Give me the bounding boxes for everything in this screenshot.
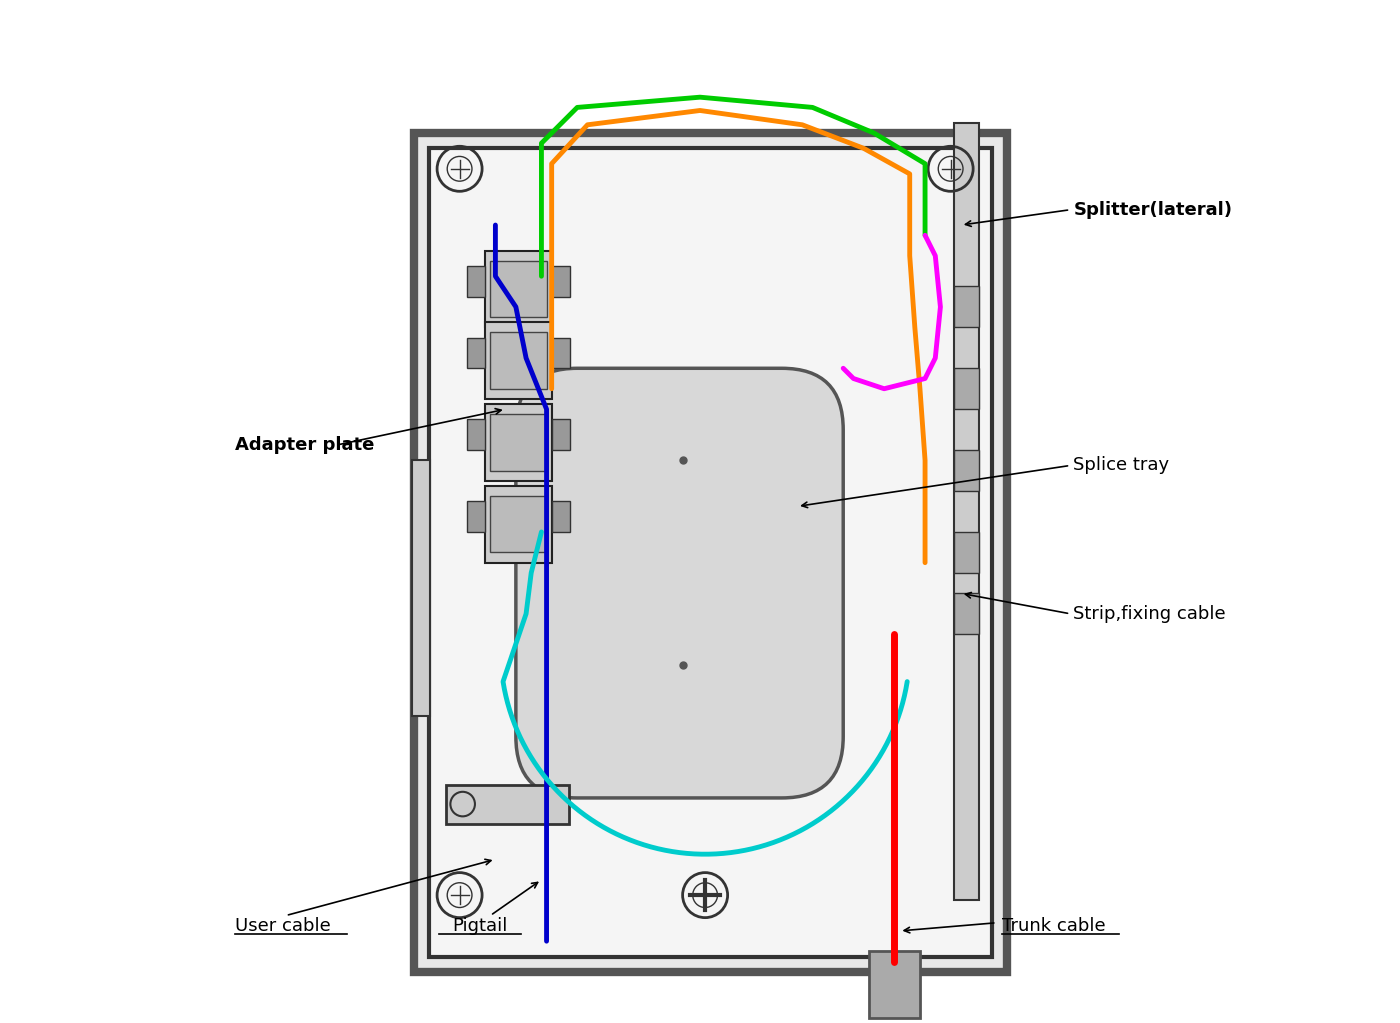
Text: Adapter plate: Adapter plate — [235, 436, 374, 454]
Bar — [412, 460, 430, 716]
Bar — [486, 251, 552, 327]
Bar — [466, 419, 486, 450]
Bar — [486, 486, 552, 563]
Text: Trunk cable: Trunk cable — [1002, 917, 1106, 935]
Bar — [466, 501, 486, 532]
Bar — [490, 261, 546, 317]
Bar — [490, 332, 546, 389]
Bar — [466, 338, 486, 368]
Text: Strip,fixing cable: Strip,fixing cable — [1074, 605, 1226, 623]
Bar — [490, 414, 546, 471]
Bar — [869, 951, 920, 1018]
Text: Splice tray: Splice tray — [1074, 456, 1169, 475]
Text: User cable: User cable — [235, 917, 330, 935]
Bar — [413, 133, 1007, 972]
Bar — [953, 286, 979, 327]
Bar — [953, 450, 979, 491]
Text: Splitter(lateral): Splitter(lateral) — [1074, 201, 1232, 219]
Text: Pigtail: Pigtail — [452, 917, 508, 935]
Bar — [552, 501, 570, 532]
Bar — [428, 148, 991, 957]
Bar — [486, 322, 552, 399]
Bar — [466, 266, 486, 297]
Bar — [953, 593, 979, 634]
Bar — [490, 496, 546, 552]
Bar — [552, 419, 570, 450]
FancyBboxPatch shape — [515, 368, 843, 798]
Bar — [486, 404, 552, 481]
Bar — [552, 266, 570, 297]
Bar — [953, 368, 979, 409]
Bar — [552, 338, 570, 368]
Bar — [953, 532, 979, 573]
Bar — [447, 785, 568, 824]
Bar — [953, 123, 979, 900]
